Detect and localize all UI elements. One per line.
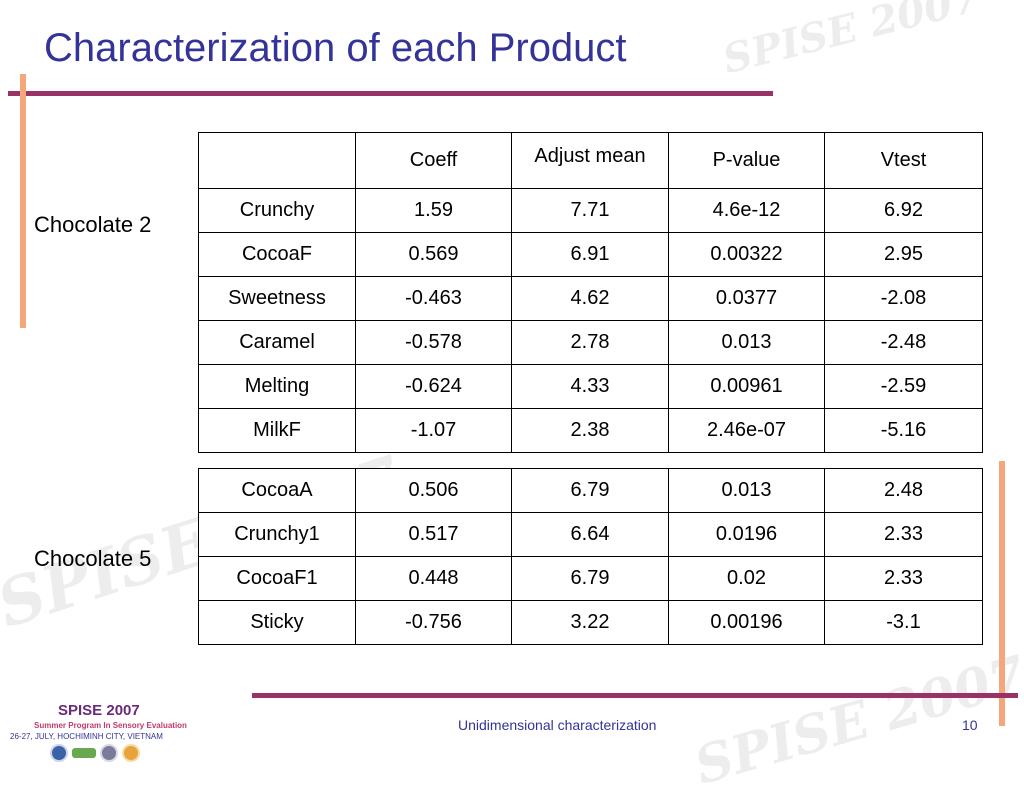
watermark-text: SPISE 2007 <box>718 0 985 84</box>
table-cell: 0.517 <box>355 512 512 557</box>
table-cell: 2.78 <box>511 320 669 365</box>
table-row: CocoaA 0.506 6.79 0.013 2.48 <box>198 468 983 513</box>
results-table-chocolate-5: CocoaA 0.506 6.79 0.013 2.48 Crunchy1 0.… <box>198 468 983 645</box>
header-cell-empty <box>198 132 356 189</box>
table-cell: 6.91 <box>511 232 669 277</box>
footer-rule <box>252 693 1018 698</box>
table-cell-variable: MilkF <box>198 408 356 453</box>
table-cell: 6.79 <box>511 468 669 513</box>
sponsor-logo-icon <box>122 744 140 762</box>
table-cell: 3.22 <box>511 600 669 645</box>
table-row: Crunchy1 0.517 6.64 0.0196 2.33 <box>198 512 983 557</box>
table-cell: 2.38 <box>511 408 669 453</box>
table-row: Melting -0.624 4.33 0.00961 -2.59 <box>198 364 983 409</box>
table-header-row: Coeff Adjust mean P-value Vtest <box>198 132 983 189</box>
table-cell: 2.33 <box>824 556 983 601</box>
table-cell-variable: Melting <box>198 364 356 409</box>
table-cell: 0.0196 <box>668 512 825 557</box>
table-cell: 0.013 <box>668 320 825 365</box>
footer-caption: Unidimensional characterization <box>458 717 657 733</box>
table-cell: 6.92 <box>824 188 983 233</box>
table-cell: 0.448 <box>355 556 512 601</box>
table-cell: 4.6e-12 <box>668 188 825 233</box>
logo-subtitle: Summer Program In Sensory Evaluation <box>34 721 187 730</box>
table-cell: 0.00961 <box>668 364 825 409</box>
table-row: MilkF -1.07 2.38 2.46e-07 -5.16 <box>198 408 983 453</box>
table-row: Crunchy 1.59 7.71 4.6e-12 6.92 <box>198 188 983 233</box>
table-cell: 4.33 <box>511 364 669 409</box>
logo-title: SPISE 2007 <box>58 702 140 719</box>
table-cell: 0.569 <box>355 232 512 277</box>
table-cell: -0.578 <box>355 320 512 365</box>
accent-bar-right <box>999 461 1005 726</box>
header-cell-adjust-mean: Adjust mean <box>511 132 669 189</box>
table-cell: 6.64 <box>511 512 669 557</box>
sponsor-logos <box>50 744 140 762</box>
table-cell-variable: Crunchy1 <box>198 512 356 557</box>
table-cell: -2.48 <box>824 320 983 365</box>
accent-bar-left <box>20 74 26 328</box>
table-cell: 1.59 <box>355 188 512 233</box>
results-table-chocolate-2: Coeff Adjust mean P-value Vtest Crunchy … <box>198 132 983 453</box>
logo-dates: 26-27, JULY, HOCHIMINH CITY, VIETNAM <box>10 732 163 741</box>
table-cell: -2.59 <box>824 364 983 409</box>
table-cell-variable: Sticky <box>198 600 356 645</box>
table-cell: -0.756 <box>355 600 512 645</box>
table-cell: -3.1 <box>824 600 983 645</box>
spise-logo: SPISE 2007 Summer Program In Sensory Eva… <box>10 702 200 766</box>
sponsor-logo-icon <box>50 744 68 762</box>
table-cell: 0.506 <box>355 468 512 513</box>
table-cell: -0.624 <box>355 364 512 409</box>
group-label-chocolate-5: Chocolate 5 <box>34 546 152 571</box>
table-cell: -2.08 <box>824 276 983 321</box>
table-cell: 0.00196 <box>668 600 825 645</box>
table-row: Sweetness -0.463 4.62 0.0377 -2.08 <box>198 276 983 321</box>
table-cell: 7.71 <box>511 188 669 233</box>
table-row: Sticky -0.756 3.22 0.00196 -3.1 <box>198 600 983 645</box>
sponsor-logo-icon <box>72 748 96 758</box>
table-cell-variable: Sweetness <box>198 276 356 321</box>
table-row: CocoaF1 0.448 6.79 0.02 2.33 <box>198 556 983 601</box>
table-cell: 0.013 <box>668 468 825 513</box>
header-cell-p-value: P-value <box>668 132 825 189</box>
table-cell: 4.62 <box>511 276 669 321</box>
sponsor-logo-icon <box>100 744 118 762</box>
table-cell-variable: CocoaF1 <box>198 556 356 601</box>
page-number: 10 <box>962 717 978 733</box>
header-cell-vtest: Vtest <box>824 132 983 189</box>
header-cell-coeff: Coeff <box>355 132 512 189</box>
table-cell: 0.02 <box>668 556 825 601</box>
table-cell: 0.00322 <box>668 232 825 277</box>
table-cell: -0.463 <box>355 276 512 321</box>
group-label-chocolate-2: Chocolate 2 <box>34 212 152 237</box>
table-cell: 2.48 <box>824 468 983 513</box>
table-cell: -5.16 <box>824 408 983 453</box>
table-row: Caramel -0.578 2.78 0.013 -2.48 <box>198 320 983 365</box>
table-row: CocoaF 0.569 6.91 0.00322 2.95 <box>198 232 983 277</box>
table-cell-variable: CocoaF <box>198 232 356 277</box>
table-cell: 6.79 <box>511 556 669 601</box>
table-cell: 0.0377 <box>668 276 825 321</box>
page-title: Characterization of each Product <box>44 26 627 70</box>
table-cell-variable: Crunchy <box>198 188 356 233</box>
table-cell-variable: Caramel <box>198 320 356 365</box>
table-cell: 2.46e-07 <box>668 408 825 453</box>
table-cell-variable: CocoaA <box>198 468 356 513</box>
table-cell: 2.95 <box>824 232 983 277</box>
title-underline <box>8 91 773 96</box>
table-cell: -1.07 <box>355 408 512 453</box>
table-cell: 2.33 <box>824 512 983 557</box>
